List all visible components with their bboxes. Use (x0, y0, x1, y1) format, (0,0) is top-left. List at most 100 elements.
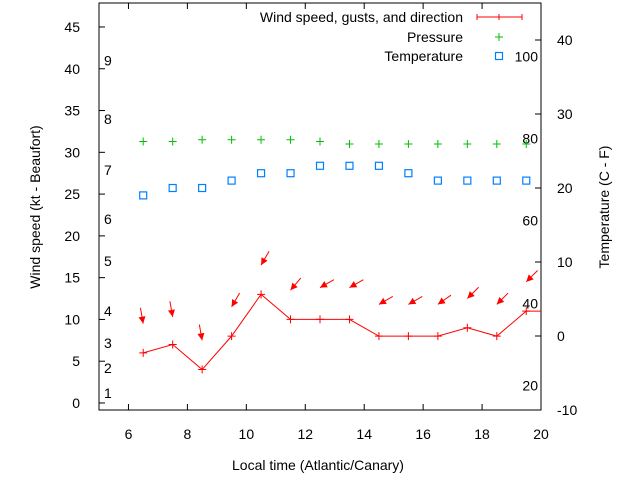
temperature-point (139, 191, 148, 200)
y-tick-label: 15 (64, 270, 80, 286)
pressure-point (168, 137, 177, 146)
temperature-point (286, 169, 295, 178)
gust-arrow (378, 295, 394, 305)
pressure-point (463, 139, 472, 148)
gust-arrow (290, 277, 302, 291)
y2-tick-label: 20 (557, 180, 573, 196)
beaufort-label: 6 (104, 211, 112, 227)
y-tick-label: 45 (64, 19, 80, 35)
gust-arrow-head (261, 257, 268, 266)
fahrenheit-label: 100 (515, 48, 539, 64)
pressure-point (404, 139, 413, 148)
y-tick-label: 20 (64, 228, 80, 244)
gust-arrow (231, 292, 241, 308)
temperature-point (198, 183, 207, 193)
y-tick-label: 0 (72, 395, 80, 411)
legend-sample-pressure (495, 33, 503, 41)
wind-speed-point (198, 365, 207, 374)
pressure-point (227, 135, 236, 144)
gust-arrow-head (526, 274, 534, 282)
wind-speed-point (345, 315, 354, 324)
legend-label-wind: Wind speed, gusts, and direction (260, 9, 463, 25)
legend-label-temperature: Temperature (384, 48, 463, 64)
pressure-point (492, 139, 501, 148)
wind-speed-point (463, 323, 472, 332)
gust-arrow (525, 270, 538, 283)
x-tick-label: 14 (356, 426, 372, 442)
pressure-point (345, 139, 354, 148)
temperature-point (522, 176, 531, 185)
y-tick-label: 10 (64, 311, 80, 327)
gust-arrow-head (168, 309, 175, 317)
y2-tick-label: 40 (557, 32, 573, 48)
y-tick-label: 5 (72, 353, 80, 369)
gust-arrow (138, 307, 146, 324)
gust-arrow (496, 292, 509, 305)
gust-arrow-head (290, 282, 298, 291)
beaufort-label: 4 (104, 303, 112, 319)
y-tick-label: 40 (64, 61, 80, 77)
wind-speed-point (257, 290, 266, 299)
temperature-point (256, 169, 266, 178)
y-axis-label: Wind speed (kt - Beaufort) (27, 125, 43, 288)
temperature-point (463, 176, 472, 185)
gust-arrow (168, 301, 175, 318)
wind-speed-point (286, 315, 295, 324)
x-tick-label: 6 (125, 426, 133, 442)
pressure-point (522, 139, 531, 148)
beaufort-label: 9 (104, 52, 112, 68)
wind-speed-point (433, 332, 442, 341)
legend-sample-temperature (494, 51, 504, 61)
gust-arrow-head (467, 291, 475, 299)
pressure-point (257, 135, 266, 144)
temperature-point (168, 183, 177, 193)
gust-arrow (349, 279, 364, 289)
x-tick-label: 10 (239, 426, 255, 442)
gust-arrow (408, 295, 423, 305)
wind-speed-point (374, 332, 383, 341)
pressure-point (286, 135, 295, 144)
beaufort-label: 8 (104, 111, 112, 127)
x-tick-label: 20 (533, 426, 549, 442)
gust-arrow-head (138, 316, 146, 324)
pressure-point (374, 139, 383, 148)
wind-speed-point (168, 340, 177, 349)
temperature-point (315, 161, 325, 170)
y2-tick-label: 10 (557, 254, 573, 270)
wind-speed-point (522, 307, 531, 316)
legend: Wind speed, gusts, and direction Pressur… (260, 9, 523, 64)
gust-arrow-head (320, 281, 328, 288)
wind-speed-point (316, 315, 324, 324)
pressure-point (139, 137, 148, 146)
y2-axis-label: Temperature (C - F) (596, 146, 612, 269)
y2-tick-label: -10 (557, 402, 577, 418)
wind-speed-line (143, 293, 541, 371)
gust-arrow (197, 324, 205, 341)
beaufort-label: 2 (104, 360, 112, 376)
y2-tick-label: 0 (557, 328, 565, 344)
pressure-point (198, 135, 207, 144)
gust-arrow-head (408, 297, 417, 305)
pressure-point (316, 137, 324, 146)
plot-frame (98, 2, 542, 411)
gust-arrow-head (378, 297, 387, 305)
y2-tick-label: 30 (557, 106, 573, 122)
wind-speed-point (492, 332, 501, 341)
y-tick-label: 35 (64, 103, 80, 119)
x-tick-label: 8 (184, 426, 192, 442)
temperature-point (404, 169, 413, 178)
beaufort-label: 3 (104, 335, 112, 351)
fahrenheit-label: 40 (522, 295, 538, 311)
pressure-point (433, 139, 442, 148)
temperature-point (374, 161, 384, 170)
gust-arrow-head (231, 299, 239, 307)
x-tick-label: 16 (415, 426, 431, 442)
beaufort-label: 1 (104, 385, 112, 401)
gust-arrow-head (496, 296, 505, 305)
wind-speed-point (139, 348, 148, 357)
y-tick-label: 25 (64, 186, 80, 202)
wind-speed-point (227, 332, 236, 341)
wind-speed-point (404, 332, 413, 341)
y-tick-label: 30 (64, 144, 80, 160)
